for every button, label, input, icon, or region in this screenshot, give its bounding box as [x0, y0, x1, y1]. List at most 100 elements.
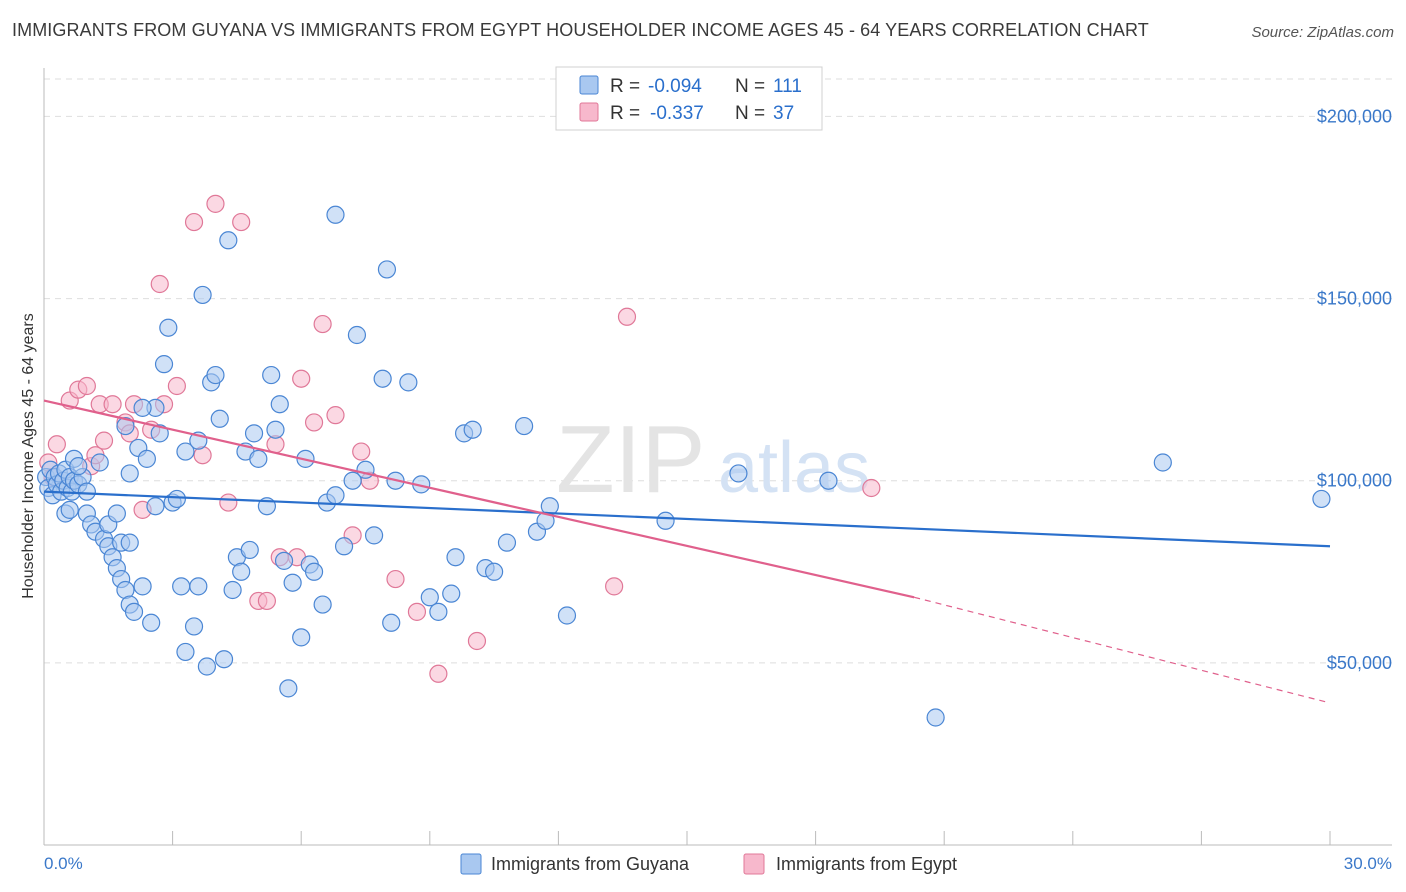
egypt-point — [326, 406, 345, 425]
guyana-point — [249, 449, 268, 468]
guyana-point — [219, 231, 238, 250]
egypt-point — [467, 631, 487, 651]
egypt-point — [103, 395, 122, 414]
series-legend-guyana-swatch — [460, 853, 482, 875]
y-tick-label: $150,000 — [1317, 289, 1392, 309]
guyana-point — [120, 464, 139, 483]
legend-egypt-r-value: -0.337 — [650, 103, 704, 124]
stats-legend-box — [555, 66, 823, 131]
legend-guyana-r-value: -0.094 — [648, 76, 702, 97]
egypt-trend-extension — [914, 596, 1331, 704]
egypt-point — [232, 212, 251, 232]
guyana-point — [133, 398, 152, 417]
egypt-point — [605, 577, 624, 596]
guyana-point — [214, 650, 234, 669]
guyana-point — [442, 584, 461, 603]
guyana-point — [176, 642, 195, 662]
guyana-point — [274, 551, 294, 570]
guyana-point — [172, 577, 191, 596]
guyana-point — [210, 409, 229, 428]
guyana-point — [120, 533, 139, 552]
egypt-point — [219, 493, 238, 512]
egypt-trend-line — [43, 399, 915, 599]
series-legend-egypt-label: Immigrants from Egypt — [776, 854, 957, 874]
guyana-point — [107, 504, 126, 523]
guyana-point — [244, 424, 264, 443]
egypt-point — [386, 569, 405, 589]
guyana-point — [167, 489, 186, 509]
x-tick-label-min: 0.0% — [44, 854, 83, 873]
egypt-point — [862, 478, 881, 498]
egypt-point — [184, 212, 204, 232]
guyana-point — [270, 395, 289, 414]
guyana-point — [485, 562, 504, 581]
guyana-point — [326, 205, 345, 224]
x-tick-marks — [43, 831, 1331, 845]
guyana-point — [133, 577, 152, 596]
guyana-point — [497, 533, 517, 552]
egypt-point — [47, 435, 66, 454]
legend-egypt-n-value: 37 — [773, 103, 794, 124]
legend-egypt-n-label: N = — [735, 103, 765, 124]
guyana-point — [926, 708, 945, 727]
guyana-point — [142, 613, 161, 632]
guyana-point — [313, 595, 332, 614]
trend-lines — [43, 399, 1331, 704]
egypt-point — [292, 369, 311, 388]
guyana-point — [154, 355, 174, 374]
guyana-point — [193, 285, 212, 305]
guyana-point — [373, 369, 392, 388]
y-tick-label: $100,000 — [1317, 471, 1392, 491]
x-tick-label-max: 30.0% — [1344, 854, 1392, 873]
guyana-point — [377, 260, 397, 279]
egypt-point — [304, 413, 324, 432]
guyana-point — [159, 318, 178, 337]
guyana-point — [399, 373, 418, 392]
guyana-point — [189, 577, 208, 596]
guyana-point — [292, 628, 311, 647]
guyana-point — [90, 453, 109, 472]
guyana-point — [343, 471, 362, 490]
legend-guyana-r-label: R = — [610, 76, 640, 97]
egypt-point — [206, 194, 225, 213]
guyana-point — [206, 365, 225, 385]
guyana-point — [557, 606, 577, 625]
guyana-point — [150, 424, 169, 443]
guyana-point — [656, 511, 675, 530]
egypt-point — [313, 314, 332, 334]
guyana-point — [334, 537, 354, 556]
guyana-point — [223, 580, 242, 600]
guyana-point — [240, 540, 259, 560]
stats-legend: R = -0.094 N = 111 R = -0.337 N = 37 — [555, 66, 823, 131]
guyana-point — [429, 602, 448, 621]
guyana-point — [176, 442, 195, 461]
egypt-point — [617, 307, 637, 326]
guyana-point — [729, 464, 748, 483]
guyana-point — [69, 457, 88, 476]
guyana-point — [77, 482, 96, 501]
series-legend-guyana-label: Immigrants from Guyana — [491, 854, 690, 874]
legend-egypt-swatch — [579, 102, 599, 122]
guyana-point — [232, 562, 251, 581]
guyana-point — [124, 602, 144, 621]
egypt-point — [352, 442, 371, 461]
egypt-point — [77, 376, 96, 396]
guyana-point — [184, 617, 204, 636]
legend-guyana-swatch — [579, 75, 599, 95]
guyana-point — [420, 588, 439, 607]
y-axis-label: Householder Income Ages 45 - 64 years — [20, 313, 37, 599]
guyana-point — [279, 679, 298, 698]
chart-source: Source: ZipAtlas.com — [1251, 24, 1394, 41]
guyana-point — [515, 416, 534, 436]
legend-egypt-r-label: R = — [610, 103, 640, 124]
guyana-point — [382, 613, 401, 632]
guyana-point — [364, 526, 384, 545]
guyana-point — [347, 325, 367, 345]
egypt-point — [407, 602, 427, 621]
egypt-point — [94, 431, 114, 450]
guyana-point — [283, 573, 302, 592]
y-tick-label: $200,000 — [1317, 106, 1392, 126]
egypt-point — [150, 274, 169, 294]
